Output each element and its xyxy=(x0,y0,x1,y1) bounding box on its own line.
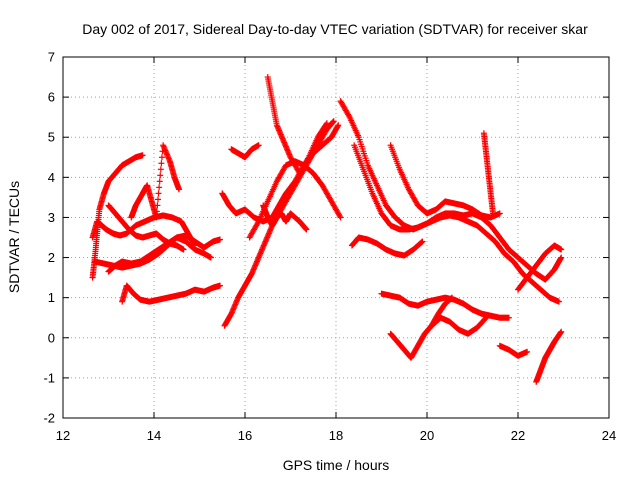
axis-ticks xyxy=(62,56,610,419)
data-point xyxy=(524,348,531,355)
chart-title: Day 002 of 2017, Sidereal Day-to-day VTE… xyxy=(82,21,588,37)
data-point xyxy=(555,298,562,305)
x-tick-label: 14 xyxy=(147,428,161,443)
data-point xyxy=(254,219,261,226)
data-point xyxy=(303,226,310,233)
data-point xyxy=(337,214,344,221)
data-point xyxy=(483,314,490,321)
data-point xyxy=(207,254,214,261)
x-tick-label: 20 xyxy=(420,428,434,443)
y-tick-label: 5 xyxy=(48,130,55,145)
data-point xyxy=(558,328,565,335)
data-point xyxy=(418,239,425,246)
y-tick-label: 2 xyxy=(48,250,55,265)
y-tick-label: 3 xyxy=(48,210,55,225)
data-point xyxy=(176,186,183,193)
x-tick-label: 24 xyxy=(602,428,616,443)
data-point xyxy=(180,246,187,253)
data-point xyxy=(216,282,223,289)
data-point xyxy=(482,315,489,322)
y-tick-label: 6 xyxy=(48,90,55,105)
data-point xyxy=(335,122,342,129)
y-tick-label: 0 xyxy=(48,330,55,345)
data-point xyxy=(336,213,343,220)
data-point xyxy=(158,154,165,161)
data-point xyxy=(155,190,162,197)
y-tick-label: 1 xyxy=(48,290,55,305)
x-tick-label: 22 xyxy=(511,428,525,443)
grid xyxy=(63,57,609,418)
y-tick-label: 7 xyxy=(48,50,55,65)
data-point xyxy=(449,294,456,301)
data-point xyxy=(216,236,223,243)
data-point xyxy=(153,214,160,221)
y-tick-label: 4 xyxy=(48,170,55,185)
data-point xyxy=(157,166,164,173)
x-tick-label: 16 xyxy=(238,428,252,443)
data-point xyxy=(558,254,565,261)
x-tick-label: 12 xyxy=(56,428,70,443)
data-point xyxy=(156,178,163,185)
data-point xyxy=(154,202,161,209)
data-point xyxy=(158,160,165,167)
data-point xyxy=(157,172,164,179)
data-point xyxy=(419,238,426,245)
data-points xyxy=(89,74,565,385)
data-point xyxy=(139,152,146,159)
data-point xyxy=(156,184,163,191)
y-tick-label: -1 xyxy=(43,370,55,385)
y-axis-label: SDTVAR / TECUs xyxy=(6,181,22,293)
data-point xyxy=(323,121,330,128)
y-tick-label: -2 xyxy=(43,411,55,426)
data-point xyxy=(154,196,161,203)
data-point xyxy=(255,142,262,149)
data-point xyxy=(496,210,503,217)
data-point xyxy=(345,112,352,119)
data-point xyxy=(505,314,512,321)
data-point xyxy=(489,210,496,217)
data-point xyxy=(330,118,337,125)
data-point xyxy=(323,120,330,127)
x-tick-label: 18 xyxy=(329,428,343,443)
data-point xyxy=(304,155,311,162)
data-point xyxy=(153,208,160,215)
data-point xyxy=(558,246,565,253)
x-axis-label: GPS time / hours xyxy=(283,457,390,473)
